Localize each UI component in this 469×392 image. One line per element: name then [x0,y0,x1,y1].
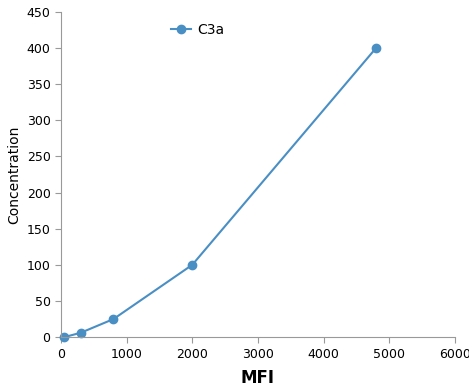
C3a [78,330,83,335]
C3a [111,317,116,321]
C3a [189,263,195,267]
X-axis label: MFI: MFI [241,369,275,387]
C3a [373,45,379,50]
Y-axis label: Concentration: Concentration [7,125,21,223]
C3a [61,335,67,339]
Line: C3a: C3a [60,44,380,341]
Legend: C3a: C3a [166,19,228,41]
